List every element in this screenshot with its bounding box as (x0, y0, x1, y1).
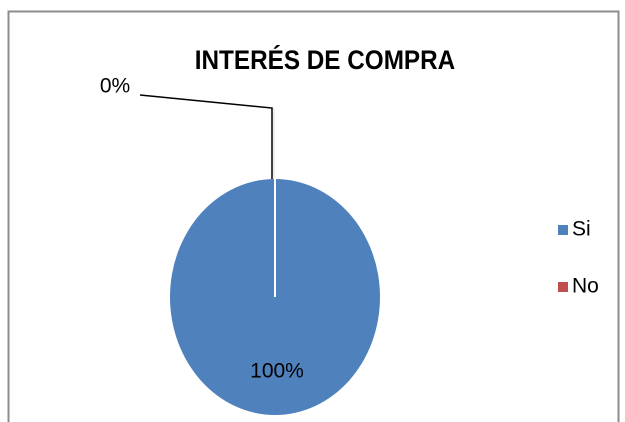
legend: Si No (558, 218, 599, 298)
legend-label: Si (572, 218, 591, 241)
legend-label: No (572, 275, 599, 298)
labels: 100% 0% (100, 75, 304, 383)
data-label: 0% (100, 75, 130, 98)
chart-title: INTERÉS DE COMPRA (195, 45, 455, 75)
legend-swatch (558, 282, 568, 292)
leader-line (139, 94, 273, 179)
data-label: 100% (250, 360, 304, 383)
legend-swatch (558, 225, 568, 235)
pie (139, 94, 380, 415)
